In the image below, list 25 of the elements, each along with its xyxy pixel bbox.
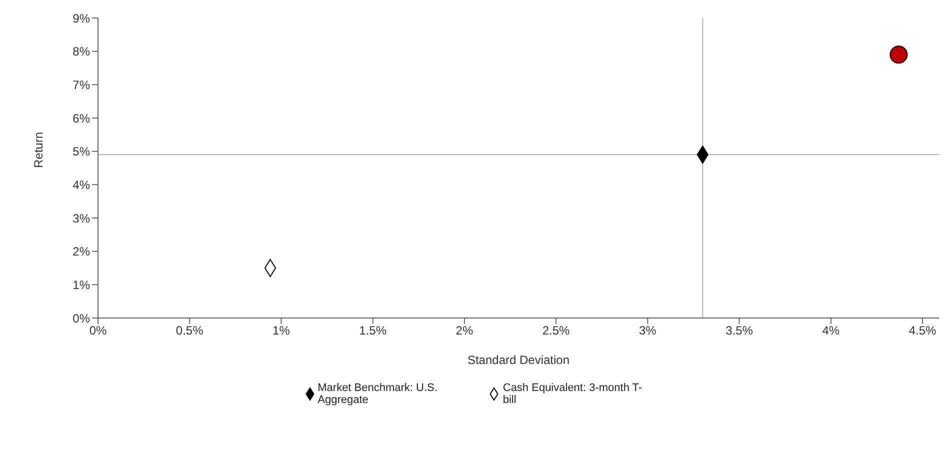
y-tick-label: 5% xyxy=(72,144,90,159)
y-tick-label: 1% xyxy=(72,278,90,292)
y-tick-label: 0% xyxy=(72,311,90,326)
x-tick-label: 2.5% xyxy=(542,324,570,338)
x-tick-label: 3.5% xyxy=(726,324,754,338)
x-tick-label: 1.5% xyxy=(359,324,387,338)
y-tick-label: 9% xyxy=(72,11,90,26)
y-tick-label: 2% xyxy=(72,244,90,259)
x-tick-label: 4% xyxy=(822,324,840,338)
y-tick-label: 3% xyxy=(72,211,90,226)
y-tick-label: 6% xyxy=(72,111,90,126)
x-tick-label: 3% xyxy=(639,324,657,338)
point xyxy=(890,46,908,64)
y-tick-label: 8% xyxy=(72,44,90,59)
x-tick-label: 0.5% xyxy=(176,324,204,338)
y-axis-title: Return xyxy=(31,132,46,168)
legend-label: Market Benchmark: U.S. Aggregate xyxy=(318,382,438,406)
x-axis-title: Standard Deviation xyxy=(467,353,570,367)
x-tick-label: 2% xyxy=(456,324,474,338)
x-tick-label: 1% xyxy=(272,324,290,338)
y-tick-label: 7% xyxy=(72,78,90,92)
legend-label: Cash Equivalent: 3-month T-bill xyxy=(502,382,644,406)
x-tick-label: 0% xyxy=(89,324,107,338)
y-tick-label: 4% xyxy=(72,178,90,192)
x-tick-label: 4.5% xyxy=(908,324,937,338)
